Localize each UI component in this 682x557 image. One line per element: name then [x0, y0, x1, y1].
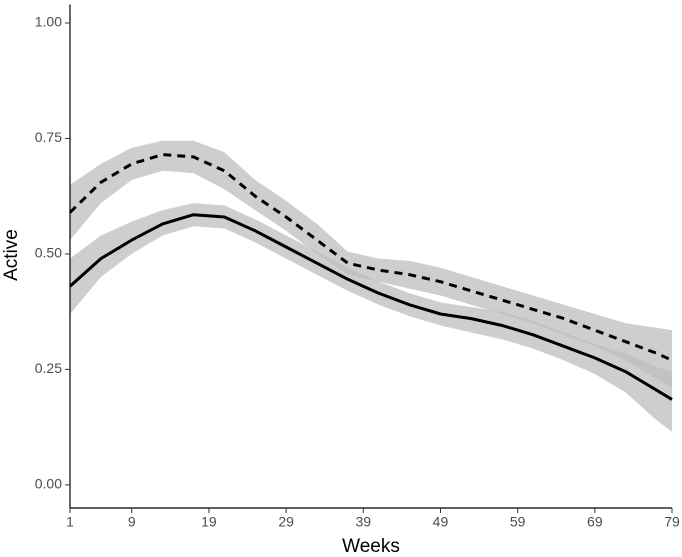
line — [68, 213, 673, 401]
x-tick-label: 9 — [128, 514, 136, 530]
y-tick-label: 1.00 — [35, 14, 62, 30]
x-axis-title: Weeks — [342, 536, 400, 557]
line — [68, 153, 673, 362]
y-axis-title: Active — [1, 229, 22, 281]
x-tick-label: 19 — [201, 514, 217, 530]
x-tick-label: 29 — [278, 514, 294, 530]
x-tick-label: 59 — [510, 514, 526, 530]
x-tick-label: 39 — [355, 514, 371, 530]
confidence-band — [70, 140, 672, 388]
x-tick-label: 1 — [66, 514, 74, 530]
x-tick-label: 49 — [433, 514, 449, 530]
x-tick-label: 69 — [587, 514, 603, 530]
y-tick-label: 0.75 — [35, 129, 62, 145]
x-tick-label: 79 — [664, 514, 680, 530]
y-tick-label: 0.50 — [35, 245, 62, 261]
y-tick-label: 0.00 — [35, 476, 62, 492]
confidence-band — [70, 203, 672, 432]
y-tick-label: 0.25 — [35, 360, 62, 376]
